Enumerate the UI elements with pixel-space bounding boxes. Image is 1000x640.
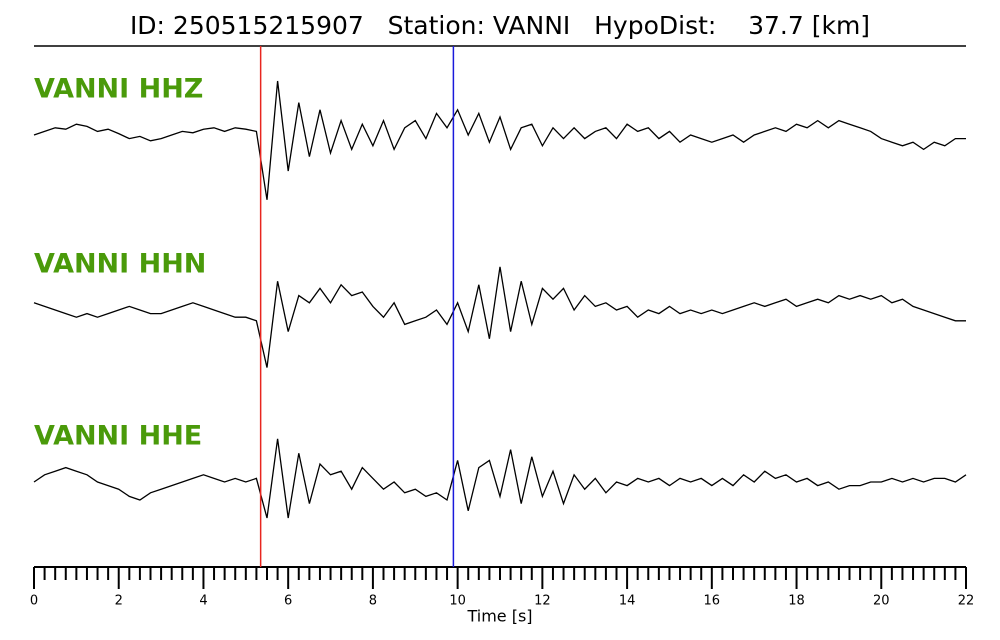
waveform — [33, 438, 967, 519]
x-tick-label: 12 — [534, 594, 551, 609]
x-tick-label: 6 — [284, 594, 292, 609]
x-tick-label: 16 — [704, 594, 721, 609]
x-tick-label: 10 — [449, 594, 466, 609]
x-tick-label: 8 — [369, 594, 377, 609]
trace-label: VANNI HHZ — [34, 74, 203, 105]
trace-label: VANNI HHE — [34, 421, 202, 452]
x-tick-label: 18 — [788, 594, 805, 609]
waveform — [33, 266, 966, 368]
x-tick-label: 22 — [958, 594, 975, 609]
chart-title: ID: 250515215907 Station: VANNI HypoDist… — [130, 11, 870, 40]
x-tick-label: 4 — [199, 594, 207, 609]
x-tick-label: 20 — [873, 594, 890, 609]
x-tick-label: 2 — [115, 594, 123, 609]
waveform — [33, 80, 966, 200]
x-tick-label: 0 — [30, 594, 38, 609]
x-axis-label: Time [s] — [466, 607, 532, 626]
trace-label: VANNI HHN — [34, 249, 206, 280]
x-tick-label: 14 — [619, 594, 636, 609]
